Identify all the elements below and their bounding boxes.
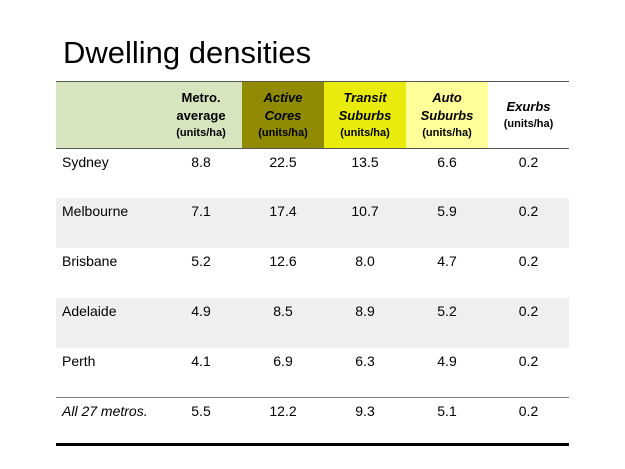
cell-transit-suburbs: 9.3 [324,397,406,448]
header-label: Cores [264,107,302,123]
header-transit-suburbs: Transit Suburbs (units/ha) [324,81,406,149]
header-metro-average: Metro. average (units/ha) [160,81,242,149]
cell-exurbs: 0.2 [518,302,539,319]
cell-auto-suburbs: 5.1 [406,397,488,448]
row-label: Perth [62,352,96,369]
table-row-perth: Perth 4.1 6.9 6.3 4.9 0.2 [56,348,569,398]
cell-active-cores: 8.5 [273,302,293,319]
header-label: Suburbs [420,107,474,123]
cell-active-cores: 12.2 [242,397,324,448]
cell-auto-suburbs: 5.2 [437,302,457,319]
header-unit: (units/ha) [422,126,472,139]
row-label: Adelaide [62,302,117,319]
header-unit: (units/ha) [176,126,226,139]
header-label: average [176,107,226,123]
header-unit: (units/ha) [258,126,308,139]
bottom-rule [56,443,569,446]
table-row-adelaide: Adelaide 4.9 8.5 8.9 5.2 0.2 [56,297,569,348]
row-label: All 27 metros. [56,397,160,448]
table-row-sydney: Sydney 8.8 22.5 13.5 6.6 0.2 [56,149,569,198]
cell-auto-suburbs: 6.6 [437,154,457,170]
cell-transit-suburbs: 6.3 [355,352,375,369]
row-label: Melbourne [62,202,129,219]
cell-active-cores: 12.6 [269,252,297,269]
cell-exurbs: 0.2 [518,202,539,219]
cell-metro-average: 4.9 [191,302,211,319]
cell-transit-suburbs: 8.9 [355,302,375,319]
cell-transit-suburbs: 13.5 [351,154,379,170]
cell-metro-average: 8.8 [191,154,211,170]
density-table: Metro. average (units/ha) Active Cores (… [56,81,569,448]
header-auto-suburbs: Auto Suburbs (units/ha) [406,81,488,149]
cell-exurbs: 0.2 [518,154,539,170]
cell-transit-suburbs: 8.0 [355,252,375,269]
header-label: Suburbs [338,107,392,123]
table-row-all-metros: All 27 metros. 5.5 12.2 9.3 5.1 0.2 [56,397,569,448]
header-unit: (units/ha) [503,117,554,130]
cell-transit-suburbs: 10.7 [351,202,379,219]
row-label: Sydney [62,154,109,170]
cell-metro-average: 5.2 [191,252,211,269]
cell-exurbs: 0.2 [518,352,539,369]
cell-exurbs: 0.2 [488,397,569,448]
cell-metro-average: 5.5 [160,397,242,448]
header-label: Active [263,89,303,105]
header-exurbs: Exurbs (units/ha) [488,81,569,149]
cell-active-cores: 22.5 [269,154,297,170]
cell-auto-suburbs: 5.9 [437,202,457,219]
cell-auto-suburbs: 4.9 [437,352,457,369]
cell-metro-average: 4.1 [191,352,211,369]
header-active-cores: Active Cores (units/ha) [242,81,324,149]
row-label: Brisbane [62,252,118,269]
page-title: Dwelling densities [63,35,312,70]
header-label: Exurbs [506,98,551,114]
header-label: Transit [343,89,387,105]
cell-auto-suburbs: 4.7 [437,252,457,269]
cell-metro-average: 7.1 [191,202,211,219]
header-label: Auto [432,89,462,105]
header-label: Metro. [181,89,221,105]
table-row-brisbane: Brisbane 5.2 12.6 8.0 4.7 0.2 [56,248,569,298]
cell-active-cores: 17.4 [269,202,297,219]
header-row: Metro. average (units/ha) Active Cores (… [56,81,569,149]
cell-exurbs: 0.2 [518,252,539,269]
cell-active-cores: 6.9 [273,352,293,369]
header-corner [56,81,160,149]
table-row-melbourne: Melbourne 7.1 17.4 10.7 5.9 0.2 [56,197,569,248]
header-unit: (units/ha) [340,126,390,139]
